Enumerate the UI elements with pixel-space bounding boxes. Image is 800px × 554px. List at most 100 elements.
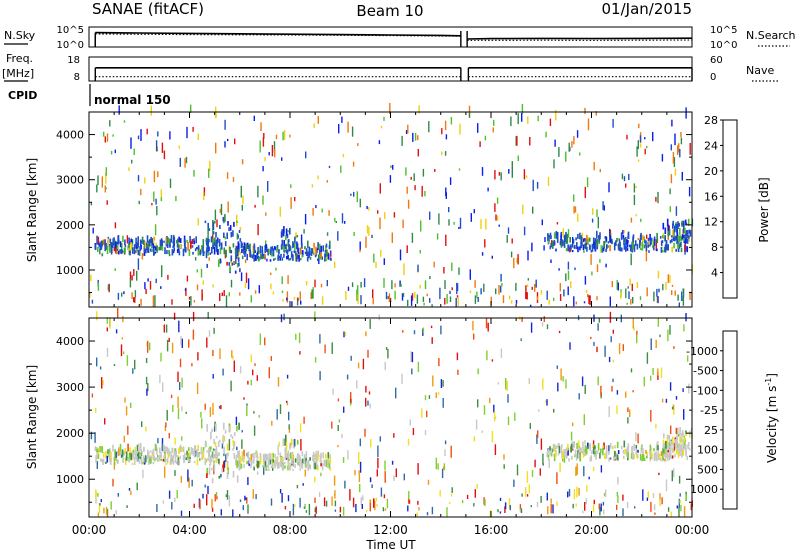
- scatter-mark: [631, 283, 633, 291]
- scatter-mark: [669, 274, 671, 283]
- echo-band-5-mark: [568, 458, 570, 462]
- scatter-mark: [469, 269, 471, 280]
- scatter-mark: [175, 195, 177, 202]
- echo-band-2-mark: [207, 244, 209, 253]
- scatter-mark: [239, 366, 242, 374]
- scatter-mark: [595, 111, 597, 116]
- echo-band-1-mark: [131, 247, 134, 254]
- scatter-mark: [401, 293, 404, 301]
- echo-band-1-mark: [95, 456, 97, 463]
- scatter-mark: [682, 296, 685, 306]
- echo-band-3-mark: [295, 256, 298, 262]
- scatter-mark: [227, 138, 229, 142]
- scatter-mark: [473, 333, 475, 340]
- scatter-mark: [236, 214, 238, 227]
- echo-band-1-mark: [154, 246, 157, 251]
- scatter-mark: [321, 208, 323, 213]
- echo-band-3-mark: [297, 455, 300, 459]
- scatter-mark: [637, 433, 639, 444]
- scatter-mark: [386, 498, 389, 509]
- echo-band-1-mark: [184, 245, 186, 252]
- echo-band-1-mark: [213, 242, 215, 245]
- power-ytick-label: 4000: [56, 129, 84, 142]
- echo-band-1-mark: [202, 246, 204, 253]
- echo-band-1-mark: [115, 247, 117, 254]
- echo-band-5-mark: [553, 454, 556, 462]
- echo-band-5-mark: [653, 236, 656, 241]
- echo-band-2-mark: [215, 423, 217, 432]
- echo-band-1-mark: [178, 244, 181, 247]
- scatter-mark: [528, 378, 530, 384]
- scatter-mark: [634, 506, 636, 509]
- echo-band-1-mark: [142, 253, 144, 256]
- scatter-mark: [375, 261, 377, 268]
- echo-band-2-mark: [232, 243, 235, 248]
- echo-band-5-mark: [623, 243, 626, 250]
- echo-band-3-mark: [307, 251, 309, 259]
- echo-band-1-mark: [175, 461, 178, 465]
- scatter-mark: [131, 159, 133, 164]
- echo-band-1-mark: [135, 451, 138, 460]
- scatter-mark: [400, 283, 402, 287]
- echo-band-3-mark: [287, 465, 289, 471]
- echo-band-2-mark: [208, 228, 211, 231]
- echo-band-5-mark: [567, 244, 569, 250]
- scatter-mark: [429, 298, 431, 303]
- scatter-mark: [487, 322, 489, 332]
- echo-band-5-mark: [630, 453, 633, 459]
- scatter-mark: [107, 449, 109, 455]
- echo-band-1-mark: [164, 451, 166, 455]
- scatter-mark: [458, 226, 460, 230]
- echo-band-5-mark: [547, 454, 550, 458]
- scatter-mark: [653, 504, 656, 511]
- echo-band-1-mark: [143, 455, 145, 463]
- scatter-mark: [515, 300, 518, 304]
- echo-band-5-mark: [657, 453, 660, 461]
- scatter-mark: [161, 438, 164, 444]
- scatter-mark: [224, 141, 226, 148]
- scatter-mark: [567, 286, 569, 296]
- scatter-mark: [110, 501, 112, 510]
- scatter-mark: [676, 505, 678, 509]
- echo-band-5-mark: [685, 450, 687, 457]
- echo-band-3-mark: [316, 464, 319, 469]
- scatter-mark: [166, 409, 168, 421]
- echo-band-4-mark: [284, 447, 287, 455]
- scatter-mark: [317, 115, 319, 124]
- echo-band-1-mark: [171, 447, 173, 454]
- velocity-colorbar-tick-label: 1000: [690, 483, 718, 496]
- velocity-colorbar-label: Velocity [m s-1]: [764, 373, 779, 463]
- scatter-mark: [517, 254, 519, 265]
- scatter-mark: [204, 403, 206, 410]
- scatter-mark: [625, 288, 627, 299]
- scatter-mark: [292, 503, 295, 516]
- freq-left-tick-bottom: 8: [74, 72, 80, 83]
- echo-band-3-mark: [280, 463, 282, 467]
- scatter-mark: [674, 290, 676, 296]
- echo-band-2-mark: [219, 439, 221, 443]
- scatter-mark: [498, 285, 500, 295]
- echo-band-1-mark: [197, 444, 199, 451]
- scatter-mark: [344, 221, 346, 224]
- echo-band-3-mark: [300, 462, 303, 468]
- time-axis: 00:00 04:00 08:00 12:00 16:00 20:00 00:00: [72, 112, 709, 537]
- echo-band-1-mark: [143, 245, 146, 253]
- echo-band-6-mark: [664, 238, 666, 242]
- echo-band-5-mark: [636, 243, 639, 250]
- echo-band-1-mark: [158, 454, 161, 462]
- scatter-mark: [433, 261, 435, 268]
- scatter-mark: [570, 281, 572, 288]
- echo-band-1-mark: [215, 244, 218, 252]
- scatter-mark: [304, 469, 306, 477]
- echo-band-2-mark: [230, 231, 233, 238]
- scatter-mark: [220, 509, 222, 516]
- echo-band-1-mark: [161, 246, 164, 251]
- scatter-mark: [159, 374, 161, 384]
- scatter-mark: [429, 276, 431, 280]
- scatter-mark: [314, 476, 316, 483]
- scatter-mark: [220, 203, 223, 216]
- scatter-mark: [528, 484, 530, 494]
- scatter-mark: [458, 168, 461, 171]
- echo-band-1-mark: [94, 243, 97, 249]
- scatter-mark: [272, 465, 274, 471]
